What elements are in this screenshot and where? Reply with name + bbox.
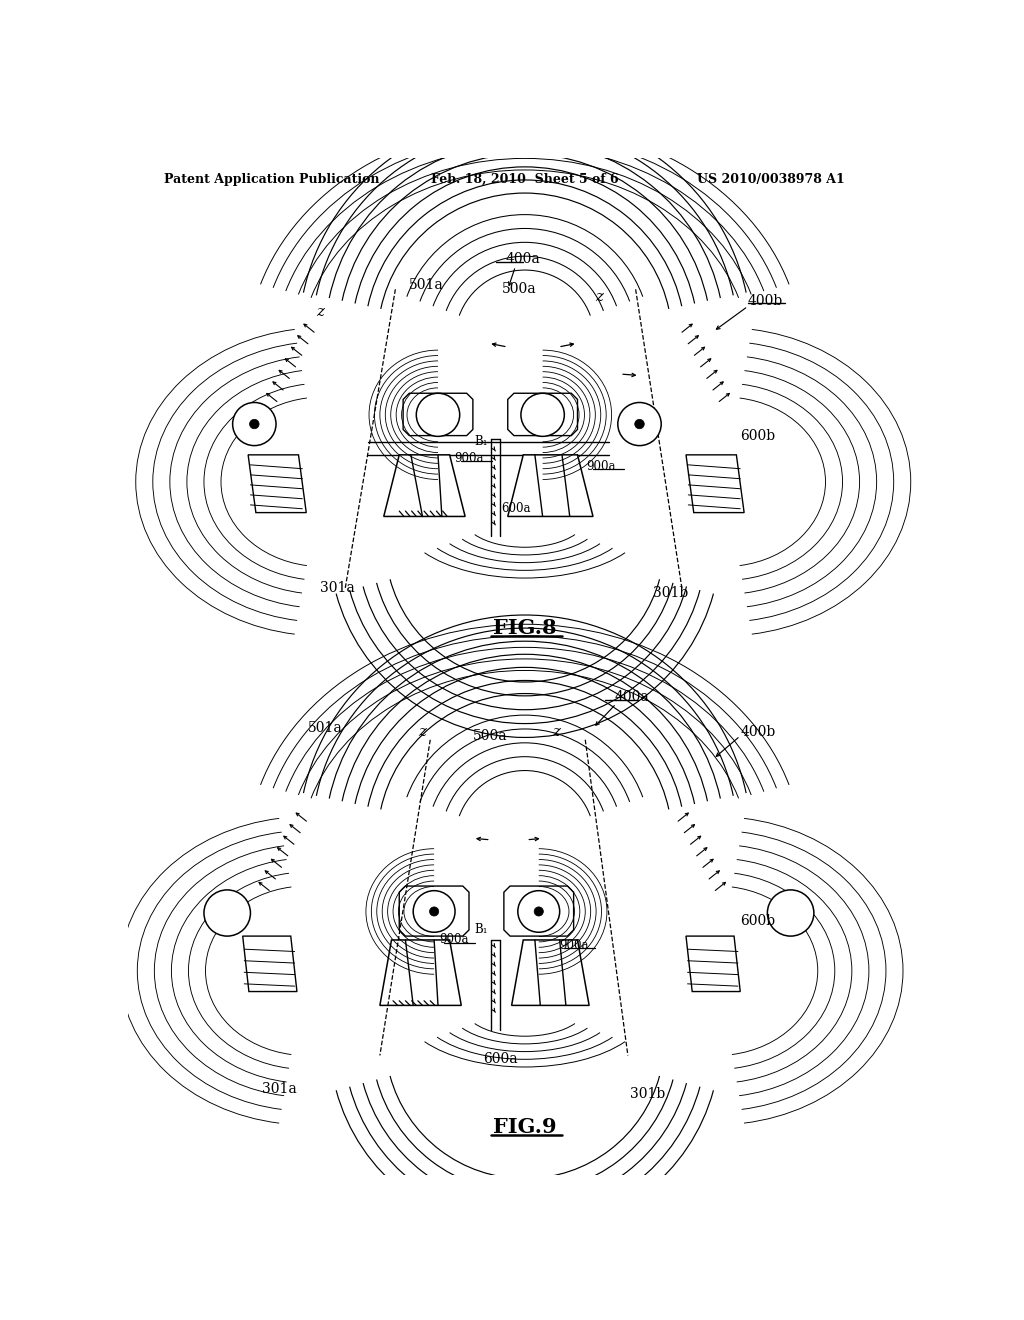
Text: 900a: 900a <box>559 939 589 952</box>
Text: 600b: 600b <box>740 913 775 928</box>
Text: 400a: 400a <box>506 252 541 265</box>
Circle shape <box>767 890 814 936</box>
Polygon shape <box>504 886 573 936</box>
Polygon shape <box>508 393 578 436</box>
Circle shape <box>429 907 438 916</box>
Circle shape <box>204 890 251 936</box>
Polygon shape <box>399 886 469 936</box>
Polygon shape <box>384 455 465 516</box>
Polygon shape <box>248 455 306 512</box>
Text: 900a: 900a <box>455 453 483 465</box>
Text: B₁: B₁ <box>474 436 487 449</box>
Text: 301a: 301a <box>262 1081 297 1096</box>
Polygon shape <box>686 936 740 991</box>
Text: Feb. 18, 2010  Sheet 5 of 6: Feb. 18, 2010 Sheet 5 of 6 <box>431 173 618 186</box>
Circle shape <box>635 420 644 429</box>
Circle shape <box>521 393 564 437</box>
Text: z: z <box>595 290 603 304</box>
Text: 600a: 600a <box>501 502 530 515</box>
Circle shape <box>417 393 460 437</box>
Text: 500a: 500a <box>473 729 507 743</box>
Circle shape <box>535 907 544 916</box>
Text: 600a: 600a <box>482 1052 517 1067</box>
Text: 400a: 400a <box>614 690 649 705</box>
Text: 900a: 900a <box>586 459 615 473</box>
Text: 501a: 501a <box>409 279 443 293</box>
Text: z: z <box>316 305 325 319</box>
Polygon shape <box>512 940 589 1006</box>
Circle shape <box>414 891 455 932</box>
Circle shape <box>250 420 259 429</box>
Polygon shape <box>380 940 461 1006</box>
Polygon shape <box>508 455 593 516</box>
Circle shape <box>617 403 662 446</box>
Text: 400b: 400b <box>740 725 775 739</box>
Text: 900a: 900a <box>438 933 468 946</box>
Circle shape <box>518 891 560 932</box>
Text: Patent Application Publication: Patent Application Publication <box>164 173 379 186</box>
Text: B₁: B₁ <box>474 924 487 936</box>
Text: US 2010/0038978 A1: US 2010/0038978 A1 <box>697 173 845 186</box>
Text: 600b: 600b <box>740 429 775 442</box>
Text: 501a: 501a <box>308 721 343 735</box>
Polygon shape <box>686 455 744 512</box>
Polygon shape <box>243 936 297 991</box>
Text: FIG.9: FIG.9 <box>493 1117 557 1137</box>
Polygon shape <box>403 393 473 436</box>
Text: 301a: 301a <box>319 581 354 595</box>
Circle shape <box>232 403 276 446</box>
Text: 301b: 301b <box>653 586 688 601</box>
Text: 301b: 301b <box>630 1086 665 1101</box>
Text: 400b: 400b <box>748 294 783 308</box>
Text: 500a: 500a <box>502 282 537 296</box>
Text: z: z <box>553 725 560 739</box>
Text: z: z <box>419 725 427 739</box>
Text: FIG.8: FIG.8 <box>493 618 557 638</box>
